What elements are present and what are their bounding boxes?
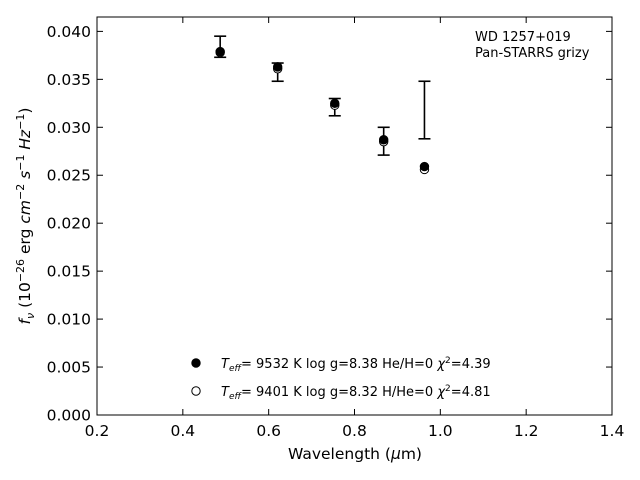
legend-logg-1: log g=8.38 [306,357,378,372]
y-tick-label: 0.020 [47,215,91,233]
x-tick-label: 0.4 [171,422,196,440]
annotation-survey: Pan-STARRS grizy [475,46,590,61]
x-tick-label: 0.8 [342,422,367,440]
legend-entry-2: Teff= 9401 K log g=8.32 H/He=0 χ2=4.81 [191,384,491,402]
svg-text:Teff= 9532 K log g=8.38 He/: Teff= 9532 K log g=8.38 He/H=0 χ2=4.39 [221,356,491,374]
model-markers [215,46,430,175]
legend-chi-1: 4.39 [462,357,491,372]
legend-teff-2: 9401 [256,385,289,400]
y-tick-label: 0.000 [47,407,91,425]
legend-comp-2: H/He=0 [382,385,433,400]
x-tick-label: 1.2 [514,422,539,440]
x-tick-label: 1.4 [600,422,625,440]
legend-teff-1: 9532 [256,357,289,372]
y-tick-label: 0.035 [47,71,91,89]
y-tick-label: 0.040 [47,23,91,41]
x-tick-label: 0.2 [85,422,110,440]
filled-point [330,98,340,109]
y-tick-label: 0.005 [47,359,91,377]
x-tick-label: 1.0 [428,422,453,440]
plot-frame [96,16,613,416]
x-axis-title: Wavelength (μm) [288,445,422,463]
observed-errorbars [214,35,431,156]
legend-entry-1: Teff= 9532 K log g=8.38 He/H=0 χ2=4.39 [191,356,491,374]
svg-text:Teff= 9401 K log g=8.32 H/H: Teff= 9401 K log g=8.32 H/He=0 χ2=4.81 [221,384,491,402]
filled-point [419,161,430,172]
legend-open-circle-icon [191,386,201,396]
y-tick-label: 0.025 [47,167,91,185]
errorbar [418,80,431,140]
annotation-object: WD 1257+019 [475,30,571,45]
legend-logg-2: log g=8.32 [306,385,378,400]
legend-chi-2: 4.81 [462,385,491,400]
filled-point [272,62,283,72]
y-axis-title: fν (10−26 erg cm−2 s−1 Hz−1) [14,108,37,325]
legend-filled-circle-icon [191,358,201,368]
x-tick-label: 0.6 [256,422,281,440]
y-axis-ticks: 0.000 0.005 0.010 0.015 0.020 0.025 0.030 0.035… [47,23,612,425]
legend: Teff= 9532 K log g=8.38 He/H=0 χ2=4.39 T… [191,356,491,402]
y-tick-label: 0.030 [47,119,91,137]
filled-point [215,46,225,57]
x-axis-ticks: 0.2 0.4 0.6 0.8 1.0 1.2 1.4 [85,17,625,440]
filled-point [378,135,389,145]
y-tick-label: 0.015 [47,263,91,281]
legend-comp-1: He/H=0 [382,357,433,372]
y-tick-label: 0.010 [47,311,91,329]
